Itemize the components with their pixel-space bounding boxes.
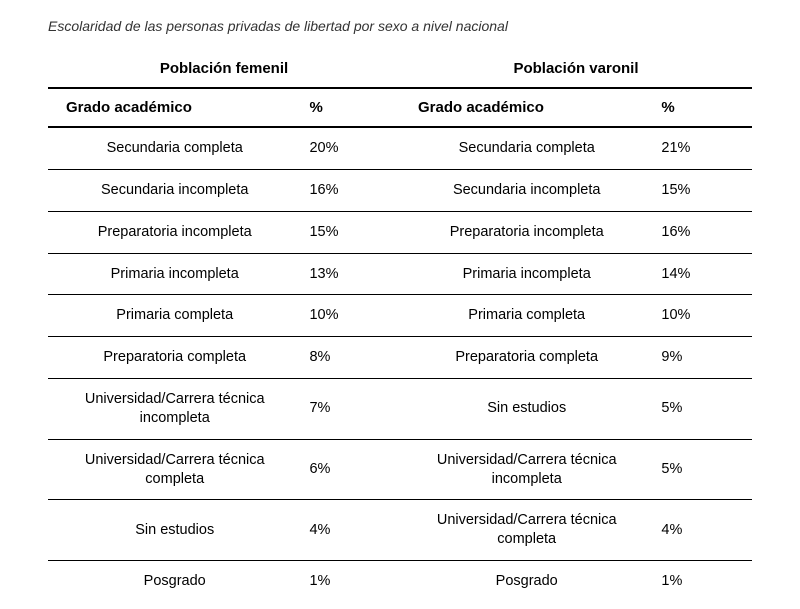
male-grade-cell: Sin estudios <box>400 379 653 440</box>
table-row: Posgrado1%Posgrado1% <box>48 561 752 602</box>
female-grade-cell: Secundaria incompleta <box>48 169 301 211</box>
female-grade-cell: Primaria incompleta <box>48 253 301 295</box>
female-pct-cell: 1% <box>301 561 400 602</box>
female-grade-cell: Sin estudios <box>48 500 301 561</box>
female-grade-cell: Secundaria completa <box>48 127 301 169</box>
table-row: Secundaria completa20%Secundaria complet… <box>48 127 752 169</box>
male-pct-cell: 10% <box>653 295 752 337</box>
male-grade-cell: Preparatoria completa <box>400 337 653 379</box>
header-male: Población varonil <box>400 56 752 88</box>
female-pct-cell: 8% <box>301 337 400 379</box>
male-pct-cell: 16% <box>653 211 752 253</box>
male-pct-cell: 5% <box>653 439 752 500</box>
table-title: Escolaridad de las personas privadas de … <box>48 18 752 34</box>
table-row: Universidad/Carrera técnica incompleta7%… <box>48 379 752 440</box>
female-pct-cell: 16% <box>301 169 400 211</box>
male-pct-cell: 5% <box>653 379 752 440</box>
female-grade-cell: Preparatoria incompleta <box>48 211 301 253</box>
female-pct-cell: 20% <box>301 127 400 169</box>
male-pct-cell: 9% <box>653 337 752 379</box>
male-grade-cell: Primaria completa <box>400 295 653 337</box>
table-row: Preparatoria completa8%Preparatoria comp… <box>48 337 752 379</box>
education-table-container: Población femenil Población varonil Grad… <box>48 56 752 602</box>
female-grade-cell: Universidad/Carrera técnica completa <box>48 439 301 500</box>
male-pct-cell: 4% <box>653 500 752 561</box>
male-grade-cell: Universidad/Carrera técnica incompleta <box>400 439 653 500</box>
table-row: Universidad/Carrera técnica completa6%Un… <box>48 439 752 500</box>
female-pct-cell: 6% <box>301 439 400 500</box>
female-grade-cell: Preparatoria completa <box>48 337 301 379</box>
male-pct-cell: 14% <box>653 253 752 295</box>
female-pct-cell: 4% <box>301 500 400 561</box>
table-sub-header: Grado académico % Grado académico % <box>48 88 752 127</box>
table-row: Preparatoria incompleta15%Preparatoria i… <box>48 211 752 253</box>
male-grade-cell: Primaria incompleta <box>400 253 653 295</box>
header-female-grade: Grado académico <box>48 88 301 127</box>
male-grade-cell: Universidad/Carrera técnica completa <box>400 500 653 561</box>
female-pct-cell: 13% <box>301 253 400 295</box>
male-pct-cell: 15% <box>653 169 752 211</box>
table-super-header: Población femenil Población varonil <box>48 56 752 88</box>
male-grade-cell: Secundaria incompleta <box>400 169 653 211</box>
table-row: Primaria completa10%Primaria completa10% <box>48 295 752 337</box>
header-female: Población femenil <box>48 56 400 88</box>
header-female-pct: % <box>301 88 400 127</box>
education-table: Población femenil Población varonil Grad… <box>48 56 752 602</box>
female-grade-cell: Posgrado <box>48 561 301 602</box>
female-grade-cell: Universidad/Carrera técnica incompleta <box>48 379 301 440</box>
table-row: Primaria incompleta13%Primaria incomplet… <box>48 253 752 295</box>
male-pct-cell: 1% <box>653 561 752 602</box>
header-male-pct: % <box>653 88 752 127</box>
table-row: Secundaria incompleta16%Secundaria incom… <box>48 169 752 211</box>
header-male-grade: Grado académico <box>400 88 653 127</box>
male-grade-cell: Preparatoria incompleta <box>400 211 653 253</box>
female-pct-cell: 15% <box>301 211 400 253</box>
male-pct-cell: 21% <box>653 127 752 169</box>
table-row: Sin estudios4%Universidad/Carrera técnic… <box>48 500 752 561</box>
female-pct-cell: 7% <box>301 379 400 440</box>
female-grade-cell: Primaria completa <box>48 295 301 337</box>
male-grade-cell: Posgrado <box>400 561 653 602</box>
male-grade-cell: Secundaria completa <box>400 127 653 169</box>
female-pct-cell: 10% <box>301 295 400 337</box>
